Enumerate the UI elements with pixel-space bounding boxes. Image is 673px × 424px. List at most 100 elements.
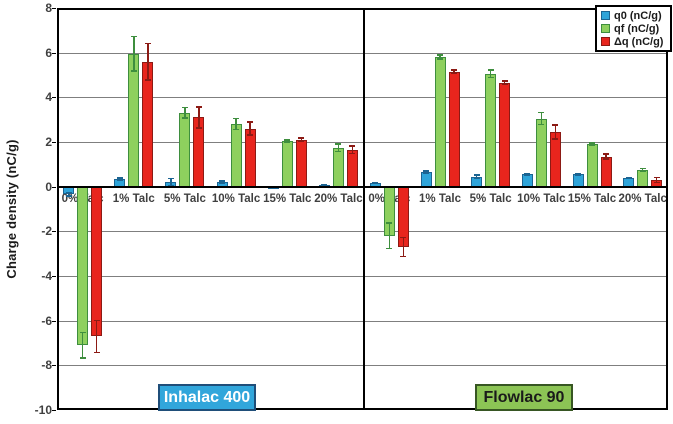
error-bar-cap bbox=[400, 255, 407, 258]
gridline bbox=[57, 52, 668, 54]
error-bar bbox=[351, 145, 354, 155]
y-tick-mark bbox=[52, 365, 56, 367]
x-tick-label: 20% Talc bbox=[314, 192, 363, 205]
error-bar-cap bbox=[79, 331, 86, 334]
bar bbox=[434, 57, 446, 187]
error-bar-cap bbox=[575, 174, 581, 177]
error-bar bbox=[503, 80, 506, 86]
error-bar-cap bbox=[130, 70, 137, 72]
error-bar-cap bbox=[79, 357, 86, 359]
error-bar-cap bbox=[538, 123, 545, 126]
error-bar bbox=[337, 143, 340, 153]
bar bbox=[230, 124, 242, 187]
error-bar-cap bbox=[298, 140, 305, 143]
error-bar-cap bbox=[386, 222, 393, 224]
x-tick-label: 15% Talc bbox=[567, 192, 617, 205]
error-bar-cap bbox=[451, 72, 457, 74]
legend-entry-q0: q0 (nC/g) bbox=[601, 9, 667, 22]
error-bar-cap bbox=[321, 184, 328, 186]
bar bbox=[535, 118, 547, 187]
legend-swatch-dq-icon bbox=[601, 37, 610, 46]
y-tick-label: -4 bbox=[41, 269, 52, 283]
bar bbox=[420, 172, 432, 187]
bar bbox=[637, 169, 649, 187]
error-bar bbox=[388, 222, 391, 250]
x-tick-label: 10% Talc bbox=[211, 192, 261, 205]
error-bar-cap bbox=[144, 42, 151, 45]
error-bar bbox=[119, 177, 121, 181]
error-bar-cap bbox=[589, 142, 595, 144]
bar bbox=[485, 73, 497, 187]
bar bbox=[244, 128, 256, 187]
legend-entry-dq: Δq (nC/g) bbox=[601, 35, 667, 48]
error-bar-cap bbox=[386, 247, 393, 250]
error-bar bbox=[489, 69, 492, 79]
x-tick-label: 1% Talc bbox=[112, 192, 155, 205]
y-tick-mark bbox=[52, 8, 56, 9]
x-tick-label: 20% Talc bbox=[618, 192, 667, 205]
error-bar-cap bbox=[437, 54, 443, 56]
error-bar bbox=[425, 170, 427, 174]
error-bar-cap bbox=[372, 182, 379, 185]
error-bar bbox=[170, 177, 172, 187]
y-tick-mark bbox=[52, 410, 56, 411]
error-bar bbox=[591, 142, 593, 147]
error-bar bbox=[453, 69, 455, 74]
y-axis-title: Charge density (nC/g) bbox=[4, 139, 19, 279]
error-bar bbox=[133, 35, 135, 72]
error-bar-cap bbox=[639, 167, 646, 170]
error-bar-cap bbox=[524, 172, 531, 175]
bar bbox=[499, 82, 511, 187]
error-bar-cap bbox=[233, 117, 240, 120]
error-bar-cap bbox=[65, 195, 72, 197]
error-bar bbox=[526, 172, 529, 177]
gridline bbox=[57, 276, 668, 277]
y-tick-label: 2 bbox=[45, 135, 52, 149]
error-bar bbox=[641, 167, 644, 173]
error-bar-cap bbox=[575, 172, 581, 175]
bar bbox=[77, 186, 89, 346]
legend-swatch-qf-icon bbox=[601, 24, 610, 33]
bar bbox=[600, 156, 612, 187]
gridline bbox=[57, 320, 668, 322]
error-bar-cap bbox=[219, 182, 226, 184]
error-bar-cap bbox=[487, 69, 494, 71]
error-bar-cap bbox=[195, 127, 202, 129]
error-bar-cap bbox=[653, 176, 660, 179]
legend-label-dq: Δq (nC/g) bbox=[614, 35, 664, 48]
error-bar bbox=[540, 111, 543, 126]
error-bar-cap bbox=[298, 137, 305, 139]
error-bar bbox=[475, 174, 478, 179]
error-bar-cap bbox=[65, 192, 72, 194]
y-tick-label: 4 bbox=[45, 90, 52, 105]
y-tick-label: -6 bbox=[41, 313, 52, 328]
error-bar-cap bbox=[349, 152, 356, 155]
error-bar-cap bbox=[284, 141, 291, 143]
error-bar-cap bbox=[552, 138, 559, 140]
bar bbox=[549, 131, 561, 187]
error-bar-cap bbox=[116, 179, 123, 181]
gridline bbox=[57, 231, 668, 233]
gridline bbox=[57, 97, 668, 99]
x-tick-label: 1% Talc bbox=[419, 192, 461, 205]
error-bar-cap bbox=[181, 106, 188, 109]
error-bar-cap bbox=[270, 187, 277, 190]
error-bar-cap bbox=[473, 177, 480, 179]
gridline bbox=[57, 365, 668, 367]
bar bbox=[295, 139, 307, 187]
y-tick-label: 0 bbox=[45, 179, 52, 194]
y-tick-label: 6 bbox=[45, 45, 52, 60]
panel-label-flowlac-90: Flowlac 90 bbox=[475, 384, 573, 411]
error-bar-cap bbox=[589, 144, 595, 147]
y-tick-mark bbox=[52, 231, 56, 233]
legend-label-q0: q0 (nC/g) bbox=[614, 9, 662, 22]
error-bar-cap bbox=[335, 150, 342, 153]
error-bar-cap bbox=[437, 58, 443, 60]
legend-entry-qf: qf (nC/g) bbox=[601, 22, 667, 35]
bar bbox=[281, 140, 293, 187]
error-bar-cap bbox=[552, 124, 559, 126]
error-bar bbox=[577, 172, 579, 177]
legend: q0 (nC/g) qf (nC/g) Δq (nC/g) bbox=[595, 5, 672, 52]
error-bar-cap bbox=[524, 174, 531, 177]
